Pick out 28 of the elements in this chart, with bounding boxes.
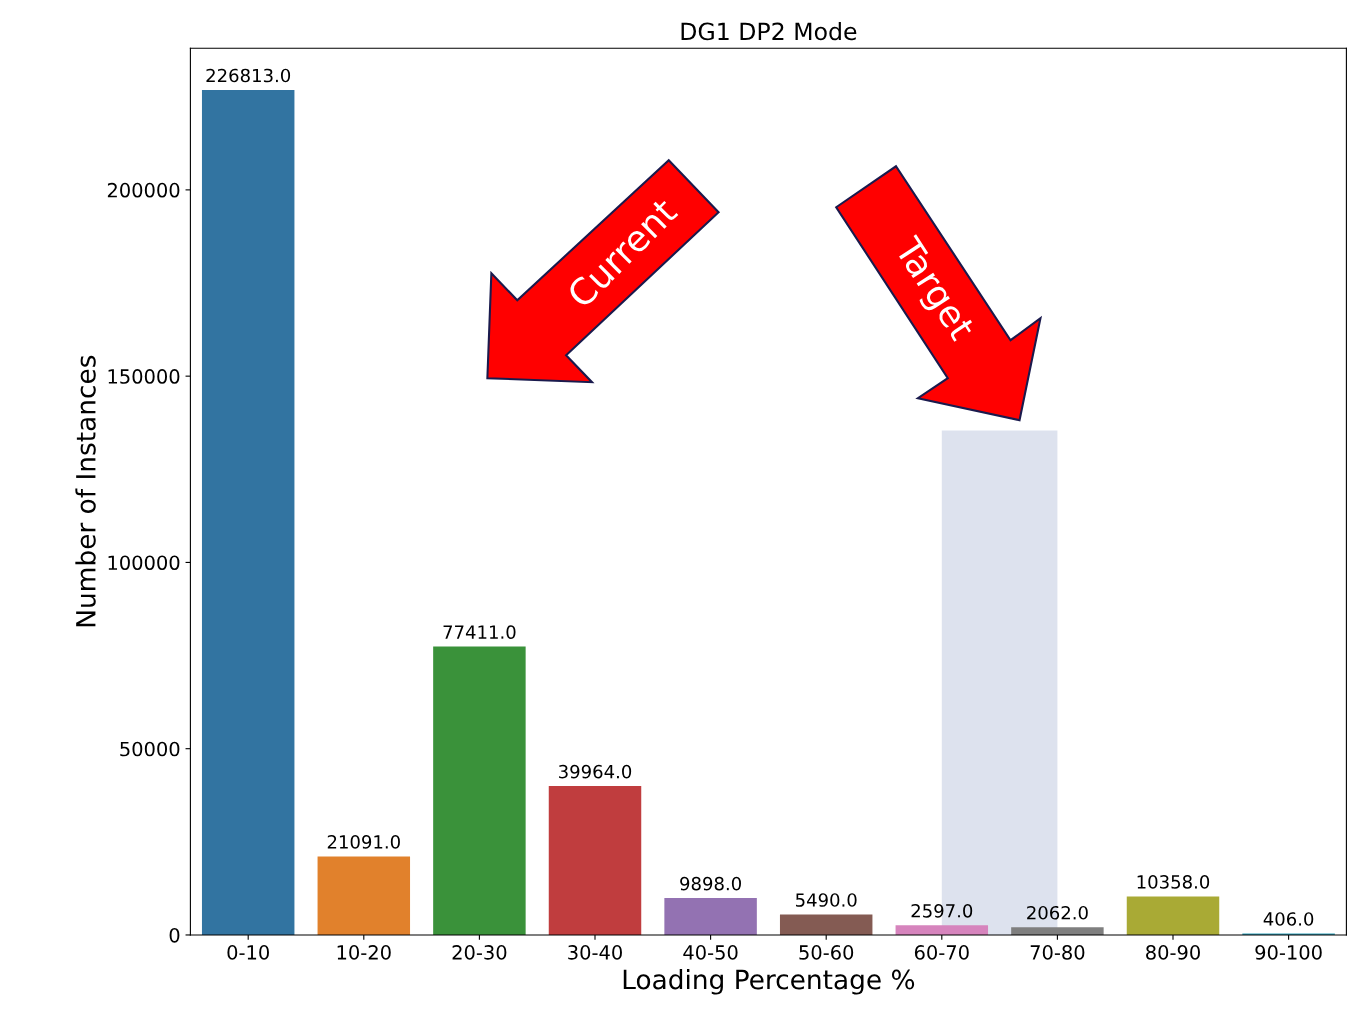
chart-title: DG1 DP2 Mode — [681, 22, 857, 41]
y-tick-label: 0 — [169, 927, 180, 943]
x-tick-label: 30-40 — [568, 945, 622, 960]
x-tick-label: 0-10 — [227, 945, 269, 960]
y-tick-label: 100000 — [108, 555, 180, 571]
data-label: 2062.0 — [1027, 905, 1088, 920]
data-label: 406.0 — [1263, 912, 1314, 926]
x-tick-label: 70-80 — [1030, 945, 1085, 960]
y-axis-title: Number of Instances — [75, 355, 96, 627]
data-label: 39964.0 — [559, 764, 632, 779]
y-tick-label: 200000 — [107, 182, 180, 198]
data-label: 5490.0 — [796, 893, 857, 907]
x-tick-label: 40-50 — [683, 945, 738, 960]
data-label: 77411.0 — [443, 625, 516, 639]
y-tick-label: 50000 — [120, 741, 180, 757]
x-tick-label: 10-20 — [337, 945, 391, 960]
data-label: 10358.0 — [1137, 875, 1210, 889]
y-tick-label: 150000 — [108, 369, 180, 384]
x-tick-label: 20-30 — [452, 945, 507, 960]
x-tick-label: 50-60 — [799, 945, 854, 960]
x-axis-title: Loading Percentage % — [623, 969, 915, 995]
data-label: 2597.0 — [911, 903, 973, 918]
x-tick-label: 90-100 — [1255, 945, 1322, 960]
data-label: 226813.0 — [206, 68, 291, 83]
x-tick-label: 60-70 — [914, 945, 969, 960]
x-tick-label: 80-90 — [1146, 945, 1200, 960]
data-label: 9898.0 — [680, 876, 741, 891]
data-label: 21091.0 — [327, 835, 400, 849]
